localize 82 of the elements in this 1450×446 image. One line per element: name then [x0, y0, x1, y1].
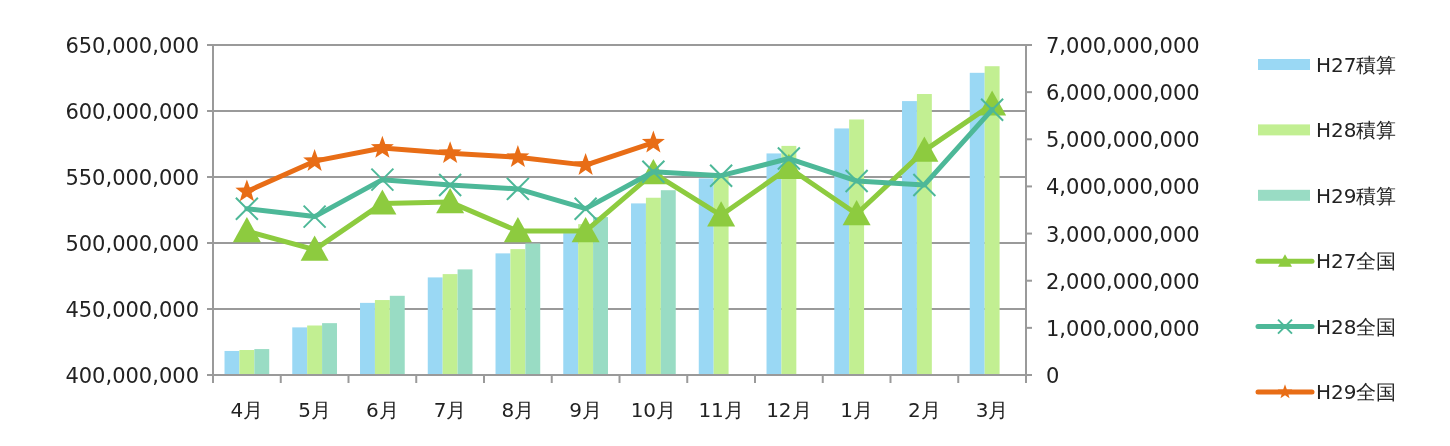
point: [844, 168, 869, 193]
point: [300, 235, 329, 261]
point: [235, 179, 259, 202]
point: [438, 141, 462, 164]
bar: [495, 253, 511, 375]
x-tick-label: 5月: [298, 398, 331, 422]
bar: [254, 349, 270, 375]
x-tick-label: 1月: [840, 398, 873, 422]
bar: [292, 327, 308, 375]
x-tick-label: 11月: [698, 398, 744, 422]
x-tick-label: 3月: [975, 398, 1009, 422]
y2-tick-label: 2,000,000,000: [1046, 269, 1200, 294]
point: [234, 196, 259, 221]
point: [980, 97, 1005, 122]
point: [506, 145, 530, 167]
point: [776, 146, 801, 171]
x-tick-label: 9月: [569, 398, 602, 422]
point: [641, 130, 665, 153]
bar: [360, 302, 375, 375]
y2-tick-label: 6,000,000,000: [1046, 81, 1200, 106]
y2-tick-label: 1,000,000,000: [1046, 316, 1200, 341]
point: [709, 163, 734, 188]
bar: [457, 269, 473, 375]
bar: [593, 217, 608, 375]
bar: [389, 295, 405, 375]
bar: [698, 178, 714, 375]
point: [302, 204, 327, 229]
y2-tick-label: 3,000,000,000: [1046, 222, 1200, 247]
point: [912, 172, 937, 197]
bar: [969, 72, 985, 375]
point: [707, 201, 736, 227]
bar: [322, 323, 337, 375]
point: [370, 167, 395, 192]
legend-label: H28全国: [1316, 314, 1397, 339]
x-tick-label: 8月: [501, 398, 535, 422]
bar: [374, 300, 390, 375]
y-tick-label: 500,000,000: [65, 232, 199, 256]
x-tick-label: 10月: [630, 398, 677, 422]
bar: [307, 325, 323, 375]
bar: [645, 197, 661, 375]
y2-tick-label: 4,000,000,000: [1046, 175, 1200, 200]
point: [842, 199, 871, 226]
point: [503, 217, 532, 243]
legend-label: H29全国: [1316, 380, 1397, 404]
bar: [224, 350, 240, 375]
point: [436, 188, 465, 214]
x-tick-label: 6月: [366, 398, 399, 422]
y2-tick-label: 0: [1046, 364, 1060, 388]
y-tick-label: 650,000,000: [65, 34, 199, 58]
y-tick-label: 400,000,000: [65, 364, 199, 388]
bar: [902, 101, 917, 375]
x-tick-label: 4月: [230, 398, 264, 422]
bar: [525, 243, 541, 375]
point: [573, 196, 598, 221]
point: [232, 217, 261, 243]
bar: [563, 233, 579, 375]
y-tick-label: 450,000,000: [65, 298, 199, 322]
x-tick-label: 7月: [433, 398, 467, 422]
bar: [239, 350, 255, 375]
point: [368, 189, 397, 215]
y-tick-label: 550,000,000: [65, 166, 199, 190]
legend-label: H28積算: [1316, 118, 1397, 143]
bar: [631, 203, 646, 375]
y-tick-label: 600,000,000: [65, 100, 199, 124]
bar: [660, 190, 676, 375]
bar: [834, 128, 850, 375]
legend-label: H27積算: [1316, 53, 1397, 77]
bar: [510, 249, 526, 375]
point: [370, 135, 394, 158]
legend-label: H27全国: [1316, 249, 1397, 274]
legend-label: H29積算: [1316, 183, 1397, 208]
y2-tick-label: 7,000,000,000: [1046, 34, 1200, 58]
bar: [984, 66, 1000, 375]
bar: [442, 274, 458, 375]
y2-tick-label: 5,000,000,000: [1046, 128, 1200, 153]
point: [910, 136, 939, 162]
bar: [427, 277, 443, 375]
point: [505, 176, 530, 201]
point: [438, 172, 463, 197]
x-tick-label: 2月: [908, 398, 941, 422]
point: [571, 217, 600, 243]
x-tick-label: 12月: [766, 398, 812, 422]
